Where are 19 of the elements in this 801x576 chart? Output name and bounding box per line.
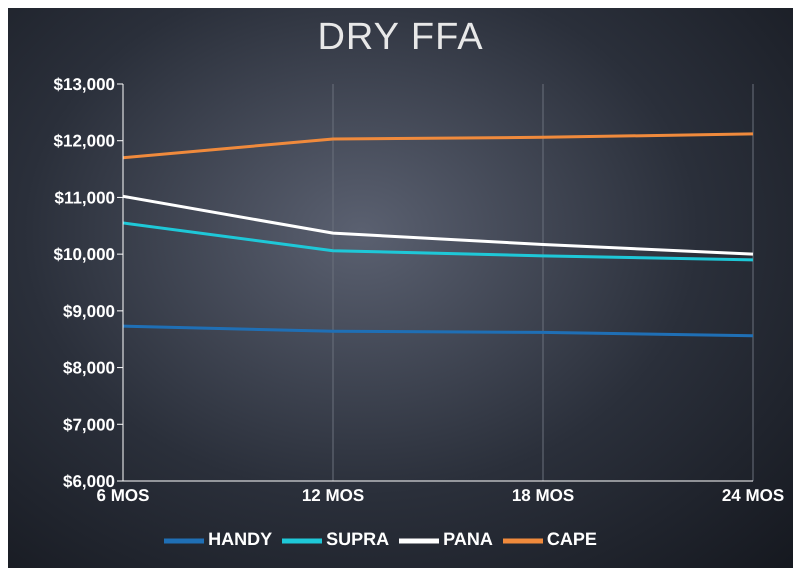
y-tick-label: $9,000 — [63, 302, 115, 321]
x-tick-label: 24 MOS — [722, 486, 784, 506]
x-tick-label: 6 MOS — [96, 486, 150, 506]
y-tick-label: $11,000 — [54, 188, 115, 208]
legend-label: CAPE — [546, 529, 597, 550]
legend-label: SUPRA — [326, 529, 390, 550]
y-tick-label: $7,000 — [63, 415, 115, 434]
legend-label: PANA — [443, 529, 493, 550]
y-tick-label: $12,000 — [54, 132, 115, 151]
line-series — [122, 221, 754, 262]
line-series — [122, 324, 754, 338]
x-tick-label: 18 MOS — [512, 486, 574, 506]
y-tick-label: $13,000 — [54, 75, 115, 94]
legend-label: HANDY — [208, 529, 272, 550]
y-tick-label: $8,000 — [63, 358, 115, 378]
chart-title: DRY FFA — [316, 15, 485, 60]
line-series — [122, 132, 754, 160]
x-tick-label: 12 MOS — [302, 486, 364, 506]
y-tick-label: $10,000 — [54, 245, 115, 264]
